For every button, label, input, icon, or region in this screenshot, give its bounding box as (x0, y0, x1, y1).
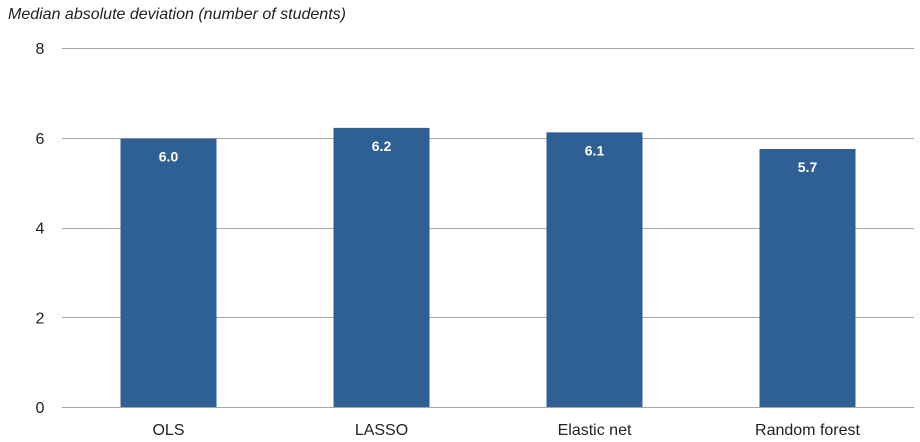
data-label: 5.7 (798, 159, 818, 175)
y-tick-label: 8 (36, 41, 45, 58)
x-tick-label: Random forest (755, 422, 860, 439)
bar-elastic-net (546, 132, 643, 408)
bar-lasso (333, 127, 430, 407)
x-axis: OLS LASSO Elastic net Random forest (152, 422, 860, 439)
data-label: 6.0 (159, 149, 179, 165)
x-tick-label: LASSO (355, 422, 408, 439)
bar-random-forest (759, 148, 856, 407)
bars: 6.0 6.2 6.1 5.7 (120, 127, 856, 408)
y-tick-label: 6 (36, 131, 45, 148)
y-axis: 0 2 4 6 8 (36, 41, 45, 417)
data-label: 6.1 (585, 142, 605, 158)
x-tick-label: Elastic net (558, 422, 632, 439)
y-tick-label: 4 (36, 221, 45, 238)
y-tick-label: 2 (36, 310, 45, 327)
data-label: 6.2 (372, 138, 392, 154)
x-tick-label: OLS (152, 422, 184, 439)
chart-title: Median absolute deviation (number of stu… (8, 6, 346, 23)
bar-ols (120, 138, 217, 407)
y-tick-label: 0 (36, 400, 45, 417)
